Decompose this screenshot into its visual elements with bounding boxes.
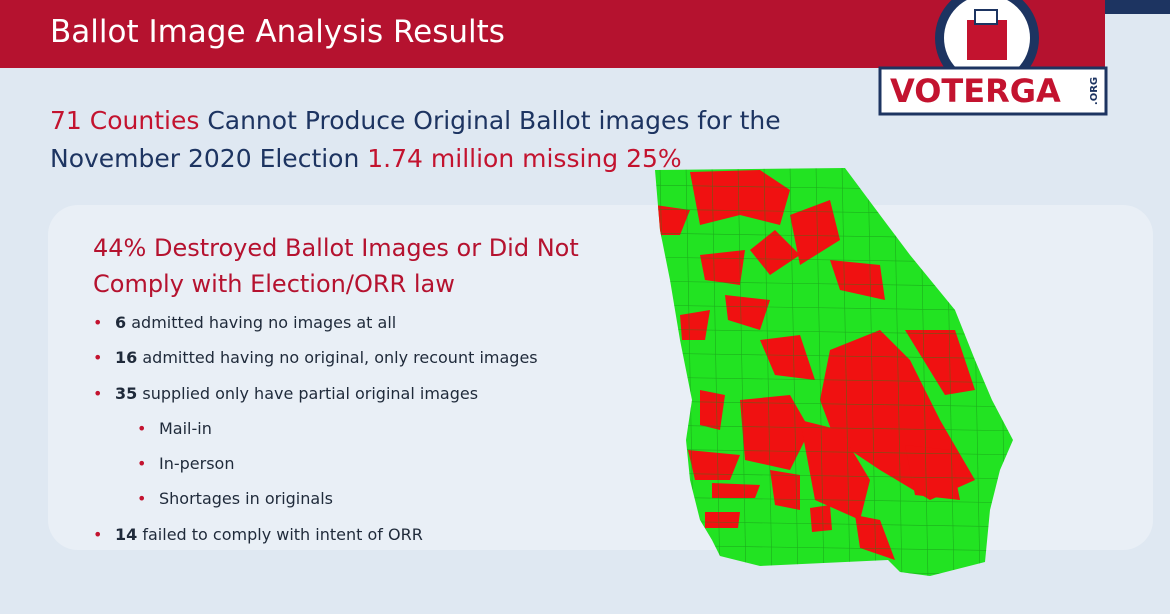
logo: VOTERGA .ORG (878, 0, 1108, 116)
sub-bullet: Shortages in originals (137, 489, 538, 524)
logo-name: VOTERGA (890, 72, 1061, 110)
logo-box (967, 20, 1007, 60)
bullet: 16 admitted having no original, only rec… (93, 348, 538, 383)
county-line (655, 376, 1013, 384)
bullet-list: 6 admitted having no images at all16 adm… (93, 313, 538, 560)
county-line (763, 168, 773, 576)
georgia-map (655, 168, 1013, 576)
county-line (655, 496, 1013, 504)
logo-suffix: .ORG (1089, 77, 1100, 105)
headline: 71 Counties Cannot Produce Original Ball… (50, 106, 781, 135)
bullet-text: admitted having no images at all (131, 313, 397, 332)
red-counties (655, 170, 975, 560)
headline-red: 1.74 million missing 25% (367, 144, 682, 173)
headline: November 2020 Election 1.74 million miss… (50, 144, 682, 173)
county-line (789, 168, 799, 576)
county-line (655, 400, 1013, 408)
bullet: 14 failed to comply with intent of ORR (93, 525, 538, 560)
header-bar (0, 0, 1105, 68)
county-line (655, 472, 1013, 480)
headline-text: Cannot Produce Original Ballot images fo… (207, 106, 781, 135)
bullet-number: 14 (115, 524, 138, 544)
bullet: 6 admitted having no images at all (93, 313, 538, 348)
county-line (737, 168, 747, 576)
bullet: 35 supplied only have partial original i… (93, 384, 538, 419)
bullet-text: admitted having no original, only recoun… (142, 348, 538, 368)
headline-red: 71 Counties (50, 106, 200, 135)
county-line (997, 168, 1007, 576)
header-accent (1105, 0, 1170, 14)
bullet-number: 16 (115, 348, 138, 368)
county-line (655, 448, 1013, 456)
bullet-text: failed to comply with intent of ORR (142, 524, 423, 544)
county-line (841, 168, 851, 576)
county-line (655, 424, 1013, 432)
sub-bullet: Mail-in (137, 419, 538, 454)
county-line (867, 168, 877, 576)
header-title: Ballot Image Analysis Results (50, 14, 505, 50)
sub-bullet: In-person (137, 454, 538, 489)
county-line (815, 168, 825, 576)
logo-ballot (974, 9, 998, 25)
headline-text: November 2020 Election (50, 144, 360, 173)
bullet-text: supplied only have partial original imag… (142, 383, 479, 403)
county-line (655, 352, 1013, 360)
logo-plate (878, 66, 1108, 116)
county-line (655, 568, 1013, 576)
county-line (655, 520, 1013, 528)
bullet-number: 35 (115, 383, 138, 403)
bullet-number: 6 (115, 313, 127, 332)
subheading: 44% Destroyed Ballot Images or Did Not C… (93, 234, 579, 298)
